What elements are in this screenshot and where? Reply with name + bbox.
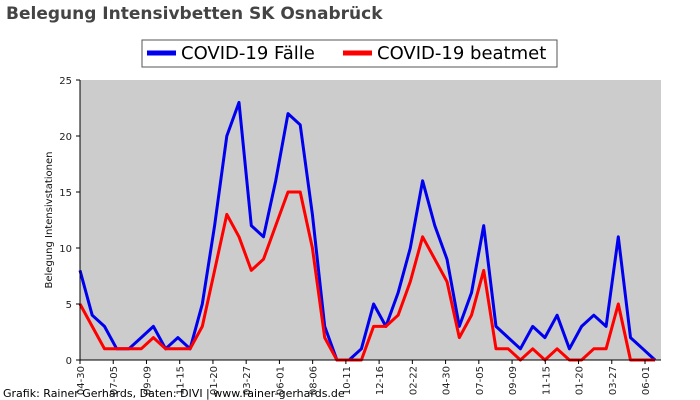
x-tick-label: 03-27	[608, 366, 619, 395]
x-tick-label: 09-09	[142, 366, 153, 395]
series-line-1	[78, 190, 655, 362]
x-tick-label: 07-05	[475, 366, 486, 395]
x-tick-label: 09-09	[508, 366, 519, 395]
x-tick-label: 03-27	[242, 366, 253, 395]
legend-label-faelle: COVID-19 Fälle	[181, 43, 315, 64]
x-tick-label: 11-15	[176, 366, 187, 395]
x-tick-label: 12-16	[375, 366, 386, 395]
y-tick-label: 25	[59, 76, 72, 87]
x-tick-label: 02-22	[408, 366, 419, 395]
x-tick-label: 01-20	[209, 366, 220, 395]
x-tick-label: 07-05	[109, 366, 120, 395]
legend-label-beatmet: COVID-19 beatmet	[377, 43, 546, 64]
x-tick-label: 04-30	[442, 366, 453, 395]
chart-title: Belegung Intensivbetten SK Osnabrück	[6, 4, 383, 24]
y-axis: 0 5 10 15 20 25	[59, 76, 81, 367]
y-tick-label: 10	[59, 244, 72, 255]
y-tick-label: 0	[66, 356, 72, 367]
x-axis: 04-30 07-05 09-09 11-15 01-20 03-27 06-01 08-06…	[76, 359, 661, 395]
credit-text: Grafik: Rainer Gerhards, Daten: DIVI | w…	[3, 387, 345, 400]
y-axis-label: Belegung Intensivstationen	[44, 151, 55, 288]
x-tick-label: 10-11	[342, 366, 353, 395]
x-tick-label: 04-30	[76, 366, 87, 395]
y-tick-label: 20	[59, 132, 72, 143]
x-tick-label: 08-06	[309, 366, 320, 395]
x-tick-label: 06-01	[275, 366, 286, 395]
x-tick-label: 11-15	[541, 366, 552, 395]
series-line-0	[78, 100, 657, 362]
y-tick-label: 15	[59, 188, 72, 199]
series-layer	[78, 100, 657, 362]
x-tick-label: 06-01	[641, 366, 652, 395]
x-tick-label: 01-20	[575, 366, 586, 395]
legend: COVID-19 Fälle COVID-19 beatmet	[141, 39, 558, 68]
y-tick-label: 5	[66, 300, 72, 311]
